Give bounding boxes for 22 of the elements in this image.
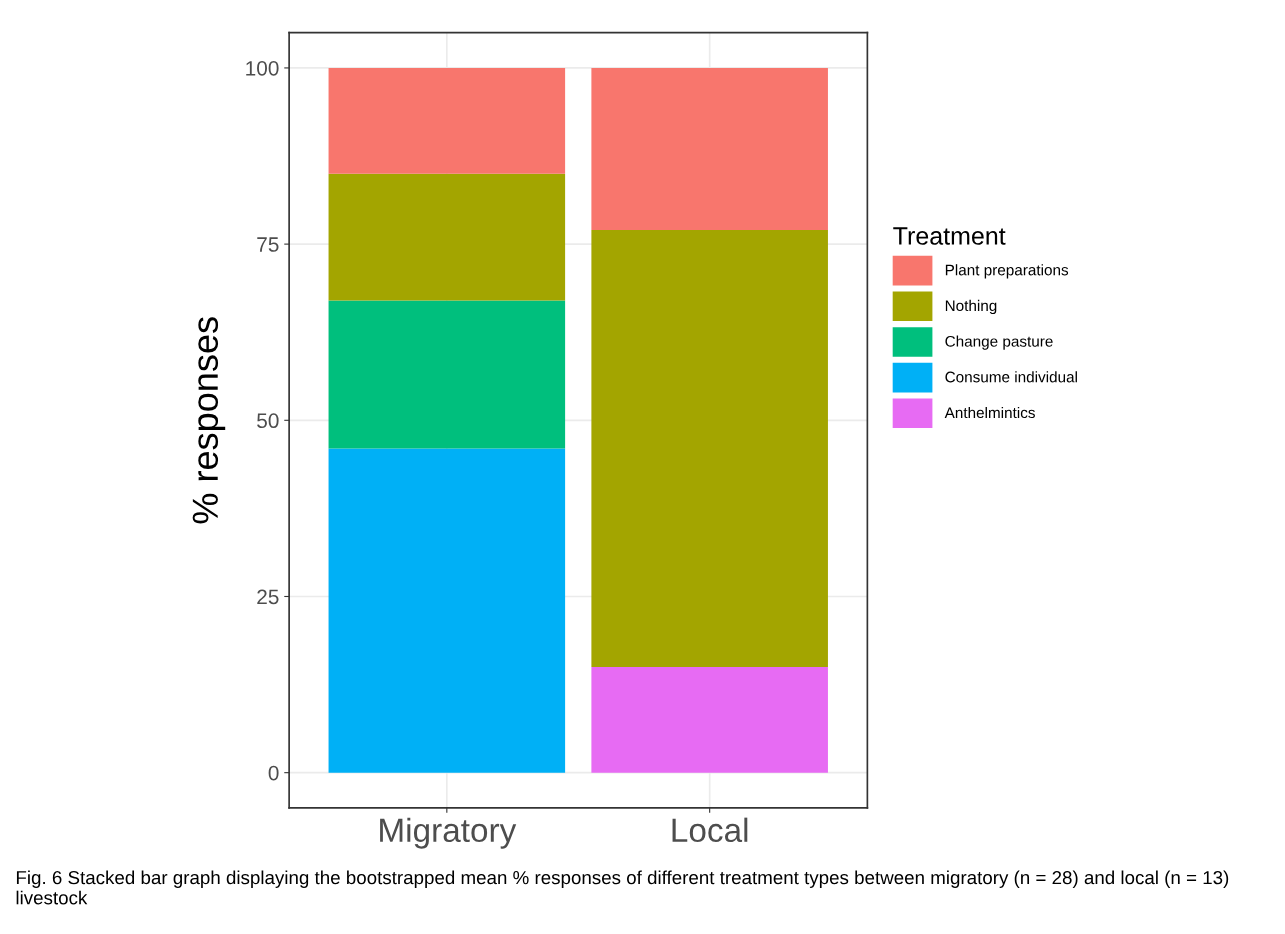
bar — [328, 173, 566, 301]
y-tick-label: 75 — [257, 237, 279, 252]
y-tick-label: 50 — [257, 413, 279, 429]
legend-label: Nothing — [945, 299, 997, 315]
caption: Fig. 6 Stacked bar graph displaying the bootstrapped mean % responses of different treatment types between migratory (n = 28) and local (n = 13) livestock — [16, 870, 1229, 905]
bar — [591, 230, 828, 667]
y-tick-label: 25 — [257, 589, 279, 605]
bar — [328, 67, 566, 174]
x-tick-label: Local — [672, 817, 748, 843]
legend-label: Change pasture — [945, 335, 1053, 350]
legend-label: Anthelmintics — [944, 406, 1035, 419]
legend-title: Treatment — [893, 227, 1006, 245]
legend-label: Consume individual — [945, 371, 1077, 383]
bar — [328, 300, 566, 449]
x-tick-label: Migratory — [380, 817, 517, 849]
bar — [591, 67, 828, 231]
y-axis-title: % responses — [192, 317, 226, 524]
legend-label: Plant preparations — [945, 264, 1069, 279]
y-tick-label: 100 — [246, 60, 279, 76]
y-tick-label: 0 — [268, 765, 279, 781]
bar — [328, 448, 566, 773]
bar — [591, 666, 828, 773]
